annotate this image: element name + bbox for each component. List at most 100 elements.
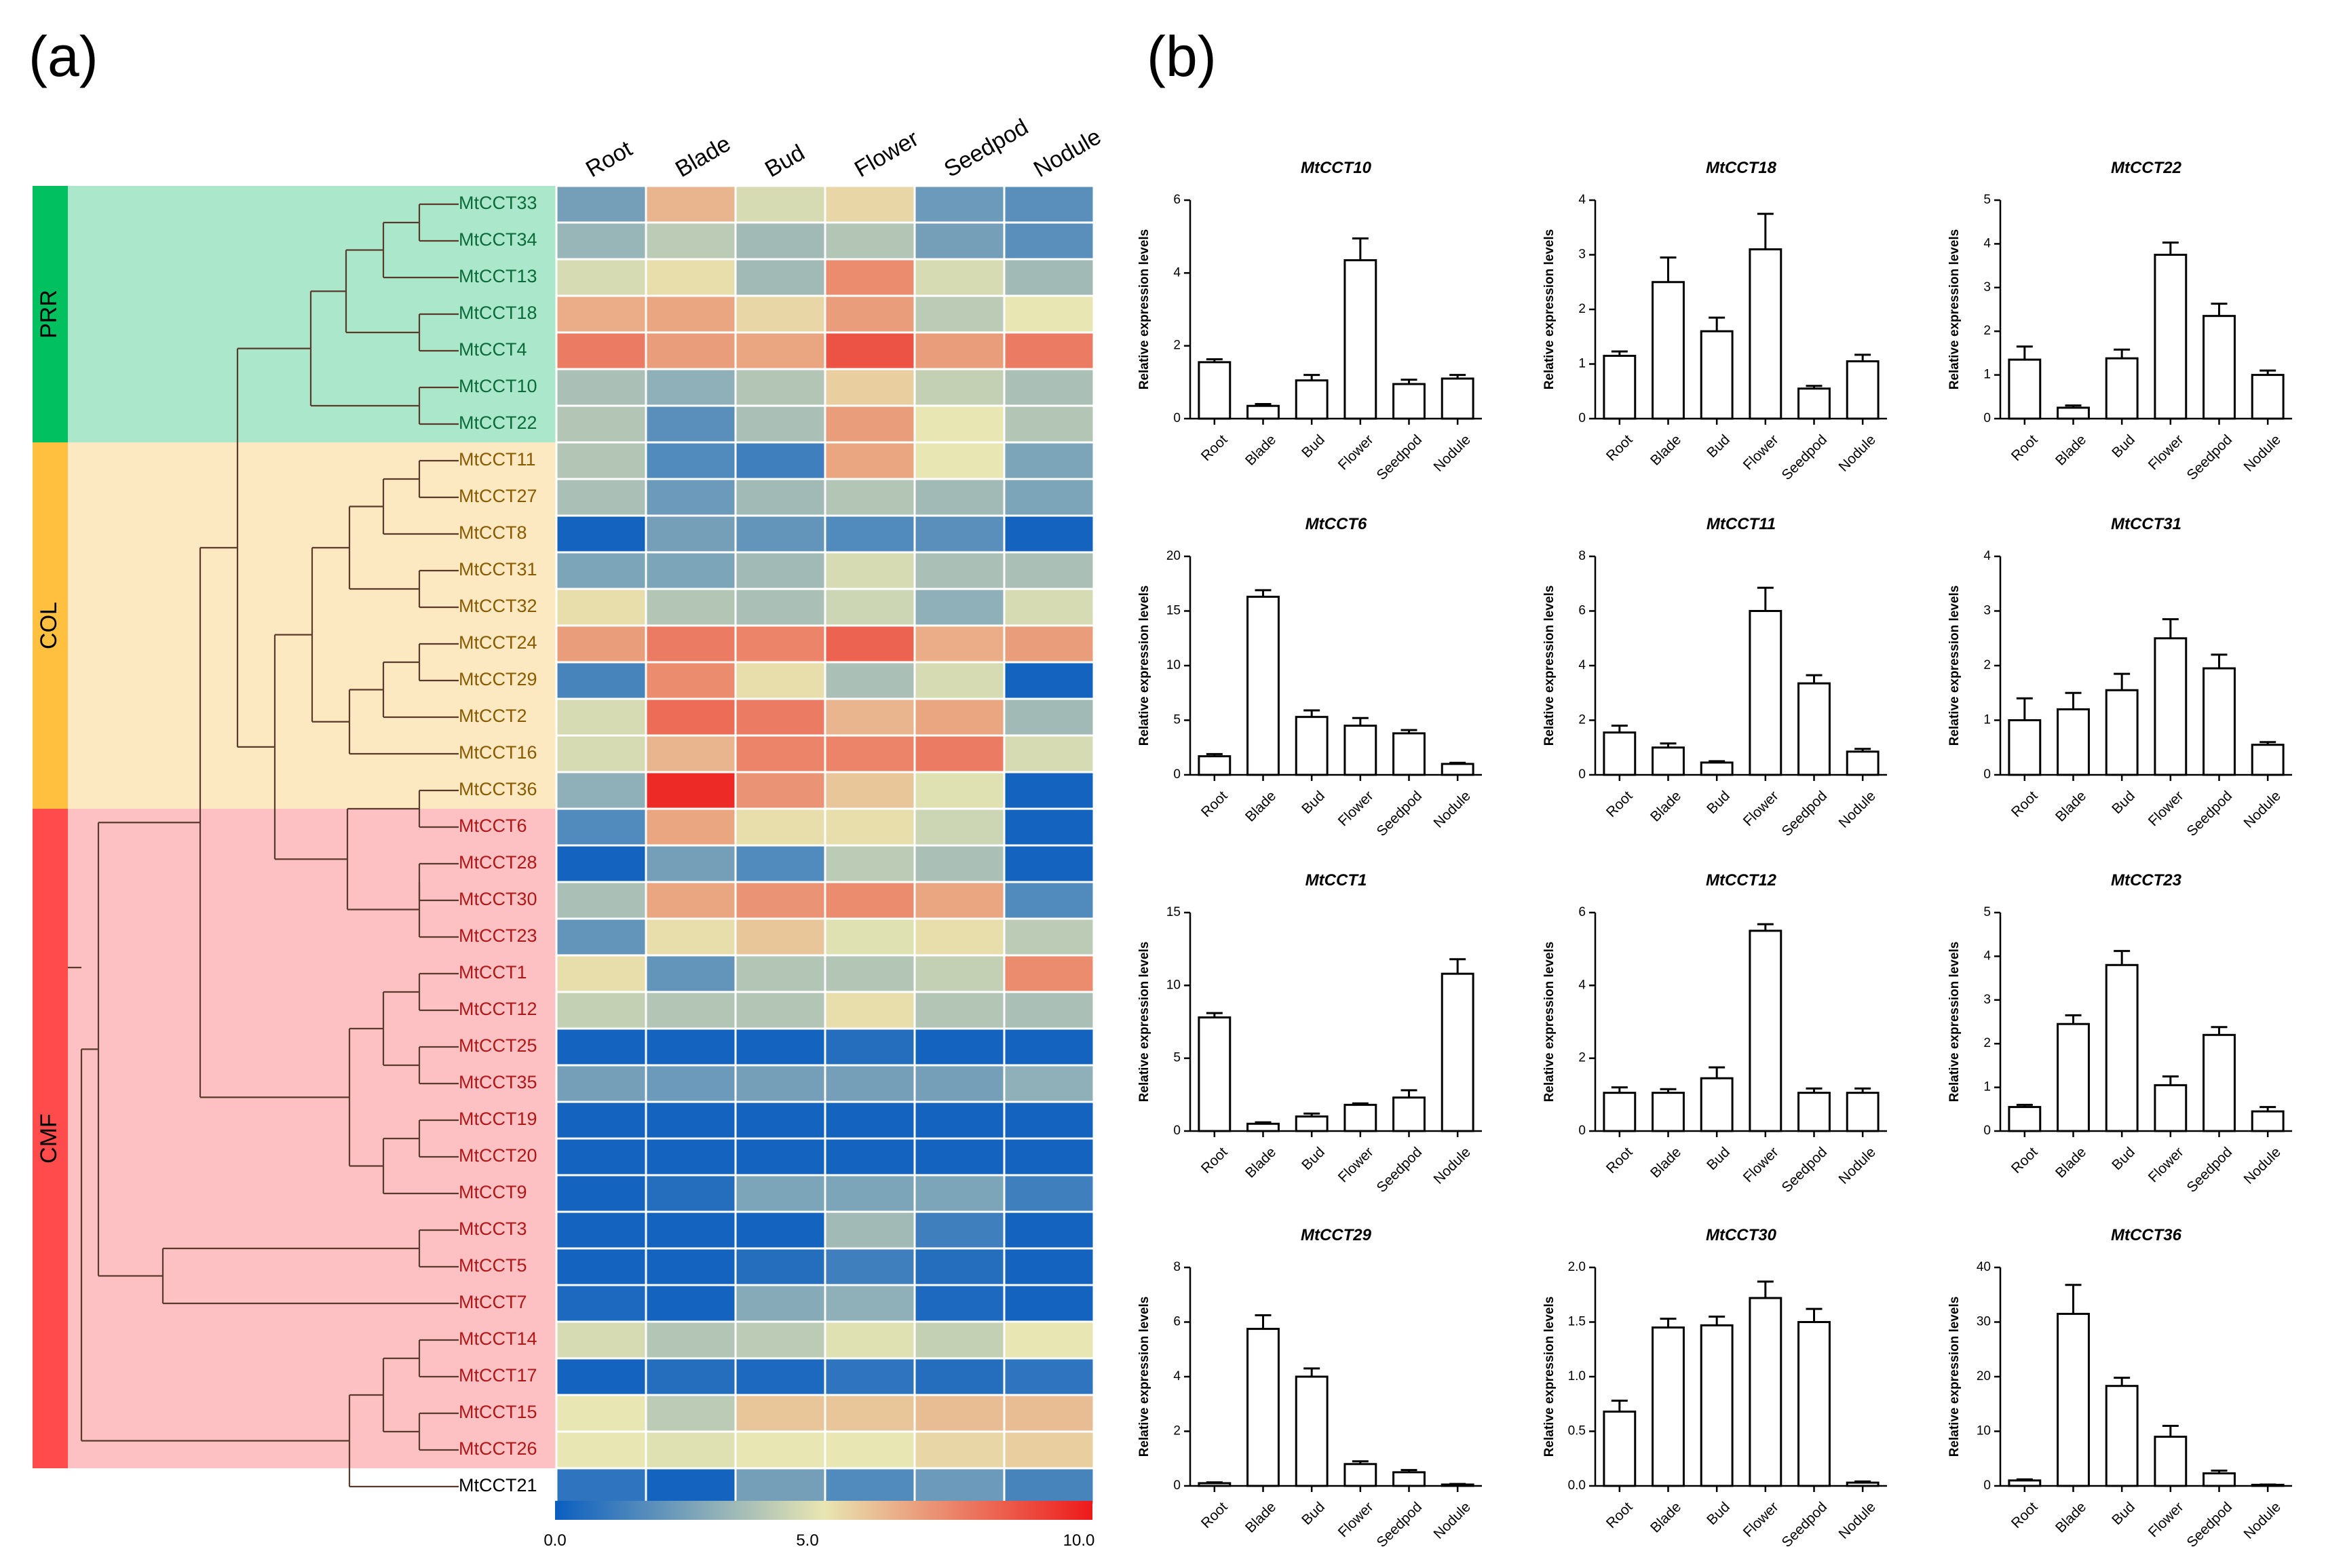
- x-tick-label: Bud: [1299, 788, 1328, 817]
- heatmap-cell: [645, 881, 737, 920]
- heatmap-cell: [734, 368, 826, 407]
- heatmap-cell: [824, 881, 916, 920]
- bar: [2154, 637, 2188, 776]
- heatmap-cell: [555, 624, 647, 664]
- y-tick-label: 2: [1173, 339, 1181, 353]
- y-tick-label: 4: [1578, 658, 1586, 672]
- heatmap-cell: [824, 368, 916, 407]
- y-tick-label: 4: [1983, 949, 1991, 963]
- bar-chart-mtcct10: MtCCT10 Relative expression levels 0 2 4 6 Roo…: [1137, 159, 1482, 483]
- heatmap-cell: [913, 661, 1006, 700]
- heatmap-cell: [824, 514, 916, 554]
- heatmap-cell: [1003, 734, 1095, 773]
- gene-label: MtCCT14: [459, 1328, 537, 1349]
- heatmap-cell: [645, 404, 737, 444]
- heatmap-panel: PRR COL CMF MtCCT33 MtCCT34 MtCCT13 MtCCT18 MtC…: [33, 114, 1105, 1550]
- heatmap-cell: [824, 624, 916, 664]
- x-tick-label: Root: [1603, 788, 1636, 820]
- gene-label: MtCCT11: [459, 449, 536, 470]
- gene-label: MtCCT26: [459, 1438, 537, 1459]
- x-tick-label: Flower: [1335, 788, 1377, 829]
- heatmap-cell: [913, 771, 1006, 810]
- x-tick-label: Seedpod: [1778, 788, 1830, 839]
- gene-label: MtCCT6: [459, 816, 527, 836]
- heatmap-cell: [824, 844, 916, 883]
- bar: [2057, 708, 2090, 776]
- y-tick-label: 2.0: [1568, 1260, 1586, 1274]
- heatmap-cell: [555, 551, 647, 590]
- colorbar-max-label: 10.0: [1063, 1531, 1095, 1550]
- y-tick-label: 5: [1983, 193, 1991, 207]
- bar: [1846, 1481, 1880, 1487]
- heatmap-cell: [913, 514, 1006, 554]
- heatmap-cell: [645, 221, 737, 261]
- gene-label: MtCCT15: [459, 1402, 537, 1422]
- bar-chart-title: MtCCT36: [2111, 1226, 2182, 1244]
- gene-label: MtCCT32: [459, 596, 537, 616]
- gene-label: MtCCT20: [459, 1145, 537, 1166]
- y-tick-label: 0.0: [1568, 1478, 1586, 1493]
- y-tick-label: 1: [1983, 368, 1991, 382]
- heatmap-cell: [1003, 1064, 1095, 1103]
- x-tick-label: Root: [1198, 788, 1231, 820]
- y-tick-label: 5: [1173, 713, 1181, 727]
- y-tick-label: 4: [1578, 193, 1586, 207]
- heatmap-cell: [645, 478, 737, 517]
- heatmap-cell: [645, 1284, 737, 1323]
- x-tick-label: Nodule: [1431, 788, 1474, 830]
- x-tick-label: Flower: [1335, 432, 1377, 473]
- x-tick-label: Root: [2008, 1144, 2041, 1177]
- heatmap-cell: [913, 624, 1006, 664]
- x-tick-label: Seedpod: [1373, 1144, 1425, 1196]
- colorbar-gradient-bar: [555, 1501, 1092, 1520]
- heatmap-cell: [824, 331, 916, 370]
- heatmap-cell: [645, 1027, 737, 1067]
- heatmap-cell: [1003, 661, 1095, 700]
- x-tick-label: Root: [2008, 1499, 2041, 1531]
- heatmap-cell: [734, 1101, 826, 1140]
- y-tick-label: 0: [1983, 1478, 1991, 1493]
- bar: [1652, 746, 1685, 776]
- heatmap-cell: [734, 404, 826, 444]
- heatmap-cell: [824, 991, 916, 1030]
- y-tick-label: 2: [1983, 1036, 1991, 1050]
- heatmap-cell: [555, 1210, 647, 1250]
- heatmap-cell: [913, 1284, 1006, 1323]
- heatmap-cell: [824, 1210, 916, 1250]
- bar: [2203, 1472, 2236, 1487]
- bar: [1392, 732, 1426, 776]
- x-tick-label: Blade: [1242, 788, 1279, 824]
- heatmap-cell: [645, 1357, 737, 1396]
- bar: [2105, 1385, 2139, 1487]
- gene-label: MtCCT30: [459, 889, 537, 909]
- heatmap-cell: [913, 441, 1006, 480]
- bar: [2008, 719, 2042, 776]
- y-tick-label: 0: [1983, 1124, 1991, 1138]
- heatmap-cell: [734, 1137, 826, 1177]
- bar: [2154, 1436, 2188, 1487]
- bar: [1441, 972, 1474, 1132]
- bar-chart-title: MtCCT12: [1706, 871, 1777, 890]
- heatmap-cell: [824, 917, 916, 957]
- y-tick-label: 1.0: [1568, 1369, 1586, 1383]
- heatmap-cell: [913, 1137, 1006, 1177]
- x-tick-label: Blade: [1647, 1144, 1684, 1181]
- bar: [1652, 1326, 1685, 1487]
- heatmap-cell: [824, 221, 916, 261]
- heatmap-cell: [1003, 258, 1095, 297]
- bar: [1603, 731, 1637, 776]
- y-axis-label: Relative expression levels: [1542, 586, 1557, 746]
- bar: [1700, 1324, 1734, 1487]
- heatmap-cell: [824, 1467, 916, 1506]
- x-tick-label: Seedpod: [1373, 788, 1425, 839]
- y-tick-label: 0: [1173, 411, 1181, 425]
- heatmap-cell: [734, 1467, 826, 1506]
- group-background-prr: [68, 186, 556, 442]
- bar: [1749, 1297, 1782, 1487]
- heatmap-cell: [1003, 807, 1095, 847]
- x-tick-label: Nodule: [2241, 1499, 2284, 1542]
- heatmap-cell: [913, 1101, 1006, 1140]
- bar: [1652, 281, 1685, 420]
